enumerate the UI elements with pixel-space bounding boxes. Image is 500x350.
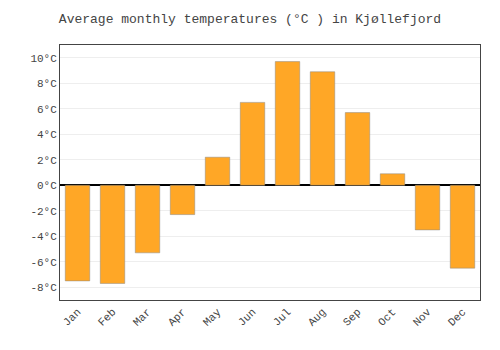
svg-text:Mar: Mar [131, 306, 153, 328]
svg-text:-4°C: -4°C [30, 231, 57, 243]
svg-text:4°C: 4°C [37, 129, 57, 141]
svg-text:Nov: Nov [411, 306, 434, 329]
svg-text:-2°C: -2°C [30, 206, 57, 218]
svg-text:Aug: Aug [306, 306, 328, 328]
svg-text:-8°C: -8°C [30, 282, 57, 294]
svg-text:2°C: 2°C [37, 155, 57, 167]
svg-text:Oct: Oct [376, 306, 398, 328]
svg-text:Apr: Apr [166, 306, 188, 328]
svg-text:May: May [201, 306, 224, 329]
svg-text:8°C: 8°C [37, 78, 57, 90]
svg-text:Jul: Jul [271, 306, 293, 328]
svg-text:Jan: Jan [61, 306, 83, 328]
svg-text:-6°C: -6°C [30, 257, 57, 269]
svg-text:Sep: Sep [341, 306, 363, 328]
svg-text:Average monthly temperatures (: Average monthly temperatures (°C ) in Kj… [59, 12, 441, 27]
svg-text:0°C: 0°C [37, 180, 57, 192]
svg-text:Jun: Jun [236, 306, 258, 328]
svg-text:Feb: Feb [96, 306, 118, 328]
svg-text:Dec: Dec [446, 306, 468, 328]
svg-text:10°C: 10°C [30, 53, 57, 65]
svg-text:6°C: 6°C [37, 104, 57, 116]
